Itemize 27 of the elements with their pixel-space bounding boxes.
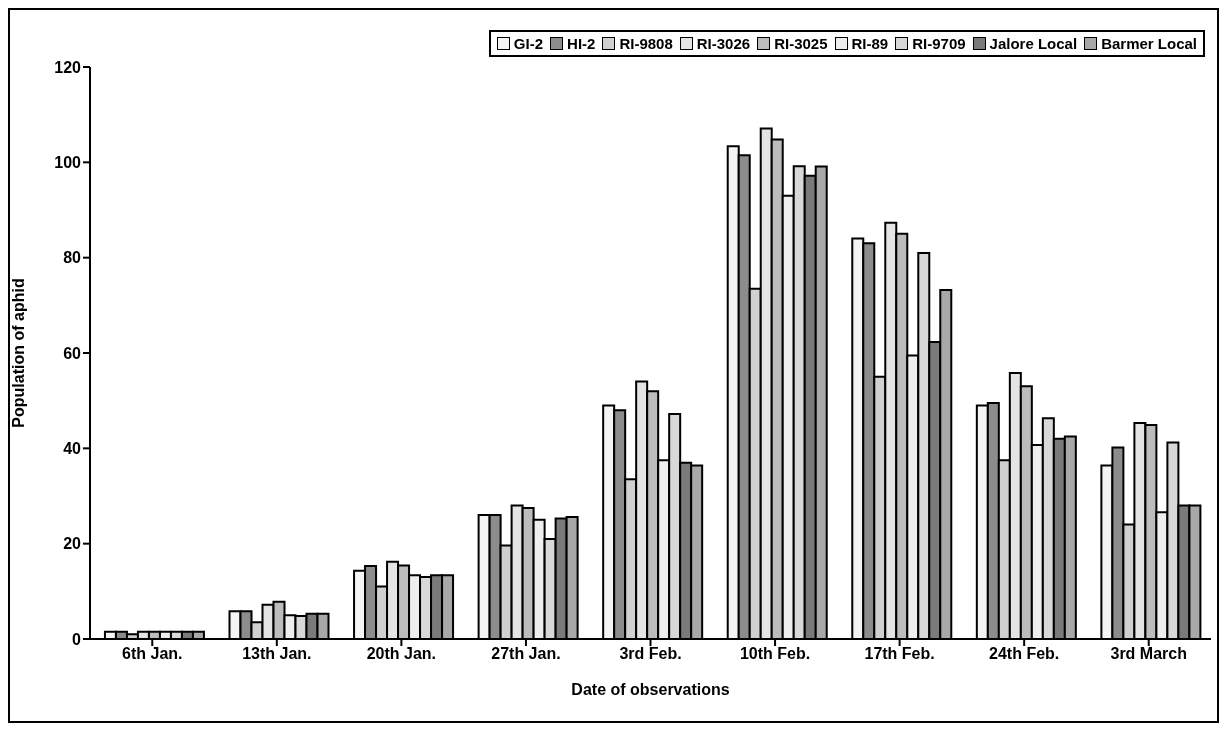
x-tick-label: 20th Jan. [366,645,437,663]
x-tick-label: 13th Jan. [242,645,312,663]
y-tick-label: 80 [63,249,82,267]
x-tick-label: 6th Jan. [122,645,183,663]
legend-label: RI-3025 [773,35,828,52]
x-tick-label: 27th Jan. [491,645,561,663]
y-tick-label: 40 [63,440,82,458]
legend-label: RI-3026 [695,35,751,52]
y-tick-label: 0 [72,630,82,648]
x-axis-title: Date of observations [571,681,730,698]
legend-label: GI-2 [512,35,544,52]
x-tick-label: 3rd Feb. [619,645,682,663]
x-tick-label: 17th Feb. [864,645,935,663]
y-axis-title: Population of aphid [9,278,27,428]
legend-label: RI-9709 [911,35,966,52]
x-tick-label: 10th Feb. [739,645,811,663]
legend-label: Barmer Local [1100,35,1197,52]
legend-label: RI-89 [850,35,889,52]
y-tick-label: 120 [54,58,82,76]
legend-label: HI-2 [566,35,596,52]
x-tick-label: 3rd March [1110,645,1187,663]
y-tick-label: 20 [63,535,82,553]
y-tick-label: 60 [63,344,82,362]
legend-label: Jalore Local [988,35,1078,52]
x-tick-label: 24th Feb. [989,645,1060,663]
y-tick-label: 100 [54,154,82,172]
legend-label: RI-9808 [618,35,673,52]
